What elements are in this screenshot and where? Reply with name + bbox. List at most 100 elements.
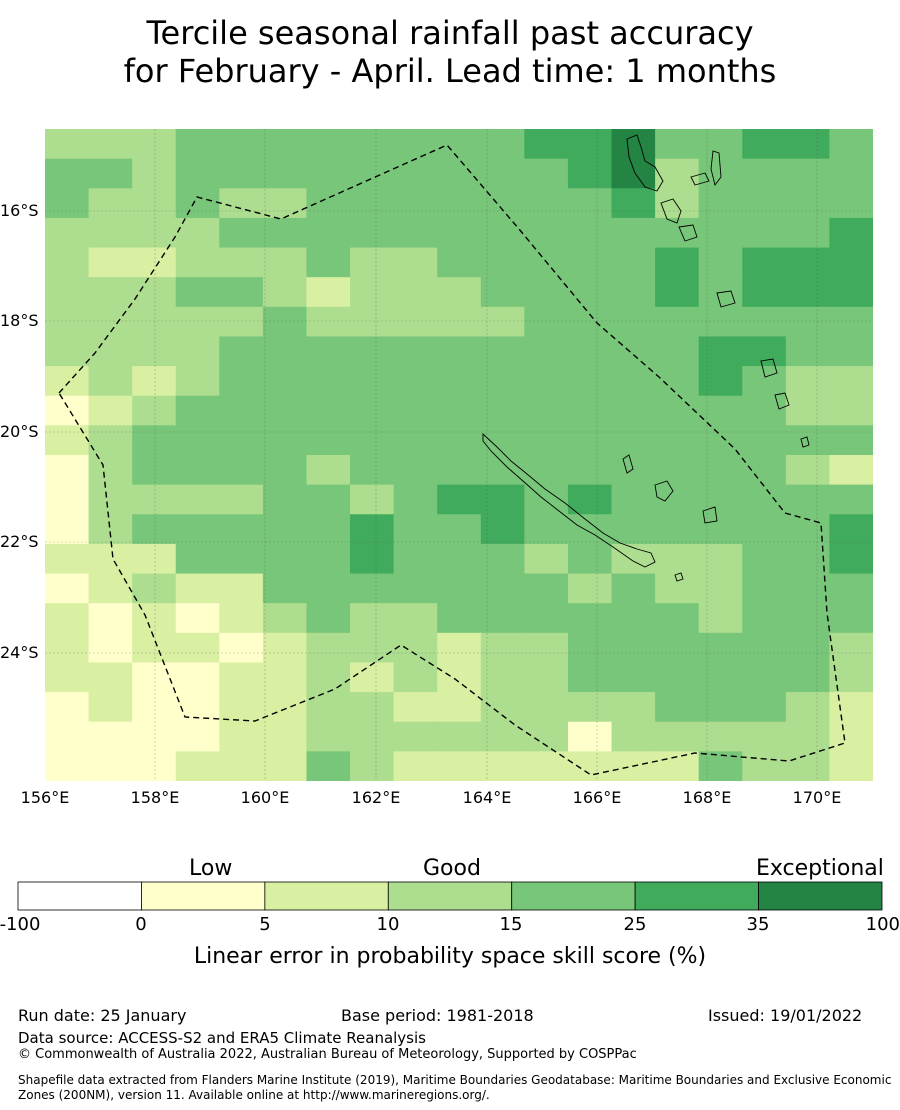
grid-cell <box>698 217 743 249</box>
map-panel <box>45 129 873 781</box>
grid-cell <box>219 692 264 723</box>
loyalty-island-ouvea <box>622 454 634 474</box>
grid-cell <box>567 573 613 604</box>
grid-cell <box>829 603 873 634</box>
grid-cell <box>45 277 90 308</box>
grid-cell <box>567 306 613 338</box>
grid-cell <box>350 632 395 664</box>
grid-cell <box>785 217 831 249</box>
grid-cell <box>175 455 220 486</box>
grid-cell <box>480 603 525 634</box>
grid-cell <box>655 129 700 160</box>
grid-cell <box>785 721 831 752</box>
grid-cell <box>262 129 308 160</box>
grid-cell <box>611 514 656 545</box>
grid-cell <box>480 543 525 575</box>
grid-cell <box>437 573 482 604</box>
grid-cell <box>175 425 220 456</box>
grid-cell <box>88 543 133 575</box>
efate-outline <box>678 224 698 242</box>
chart-title: Tercile seasonal rainfall past accuracy … <box>0 14 900 90</box>
grid-cell <box>132 662 177 693</box>
grid-cell <box>480 573 525 604</box>
grid-cell <box>219 129 264 160</box>
grid-cell <box>524 751 569 781</box>
grid-cell <box>350 336 395 367</box>
grid-cell <box>567 425 613 456</box>
grid-cell <box>742 721 787 752</box>
grid-cell <box>742 751 787 781</box>
grid-cell <box>524 306 569 338</box>
grid-cell <box>742 366 787 397</box>
grid-cell <box>829 632 873 664</box>
grid-cell <box>785 603 831 634</box>
colorbar-label: Linear error in probability space skill … <box>193 944 707 969</box>
grid-cell <box>655 632 700 664</box>
grid-cell <box>219 395 264 426</box>
lat-label-18: 18°S <box>0 311 39 330</box>
grid-cell <box>306 188 351 219</box>
grid-cell <box>829 129 873 160</box>
grid-cell <box>45 514 90 545</box>
grid-cell <box>132 277 177 308</box>
colorbar-swatch <box>387 881 513 911</box>
grid-cell <box>175 603 220 634</box>
grid-cell <box>437 603 482 634</box>
grid-cell <box>480 336 525 367</box>
grid-cell <box>785 277 831 308</box>
grid-cell <box>393 543 438 575</box>
grid-cell <box>437 751 482 781</box>
grid-cell <box>611 366 656 397</box>
grid-cell <box>350 573 395 604</box>
grid-cell <box>829 425 873 456</box>
grid-cell <box>567 158 613 189</box>
grid-cell <box>480 217 525 249</box>
grid-cell <box>132 751 177 781</box>
grid-cell <box>742 425 787 456</box>
grid-cell <box>219 217 264 249</box>
grid-cell <box>785 573 831 604</box>
loyalty-island-lifou <box>654 480 674 502</box>
grid-cell <box>88 425 133 456</box>
grid-cell <box>306 336 351 367</box>
title-line-1: Tercile seasonal rainfall past accuracy <box>146 14 754 52</box>
base-period: Base period: 1981-2018 <box>341 1006 534 1025</box>
ambae-outline <box>690 172 710 186</box>
grid-cell <box>437 158 482 189</box>
grid-cell <box>829 721 873 752</box>
grid-cell <box>88 692 133 723</box>
hunter-island <box>800 436 810 448</box>
grid-cell <box>393 336 438 367</box>
grid-cell <box>350 543 395 575</box>
grid-cell <box>175 395 220 426</box>
grid-cell <box>306 632 351 664</box>
grid-cell <box>480 277 525 308</box>
grid-cell <box>45 366 90 397</box>
grid-cell <box>175 277 220 308</box>
grid-cell <box>132 158 177 189</box>
grid-cell <box>262 484 308 515</box>
grid-cell <box>437 395 482 426</box>
grid-cell <box>567 543 613 575</box>
grid-cell <box>785 395 831 426</box>
grid-cell <box>524 366 569 397</box>
grid-cell <box>611 129 656 160</box>
grid-cell <box>437 306 482 338</box>
grid-cell <box>219 514 264 545</box>
grid-cell <box>175 306 220 338</box>
grid-cell <box>306 158 351 189</box>
grid-cell <box>611 692 656 723</box>
grid-cell <box>262 277 308 308</box>
grid-cell <box>219 366 264 397</box>
grid-cell <box>655 721 700 752</box>
grid-cell <box>567 247 613 278</box>
grid-cell <box>567 603 613 634</box>
grid-cell <box>698 721 743 752</box>
grid-cell <box>437 632 482 664</box>
grid-cell <box>524 158 569 189</box>
grid-cell <box>480 425 525 456</box>
grid-cell <box>132 129 177 160</box>
grid-cell <box>524 662 569 693</box>
eez-boundary <box>58 144 846 776</box>
grid-cell <box>219 277 264 308</box>
